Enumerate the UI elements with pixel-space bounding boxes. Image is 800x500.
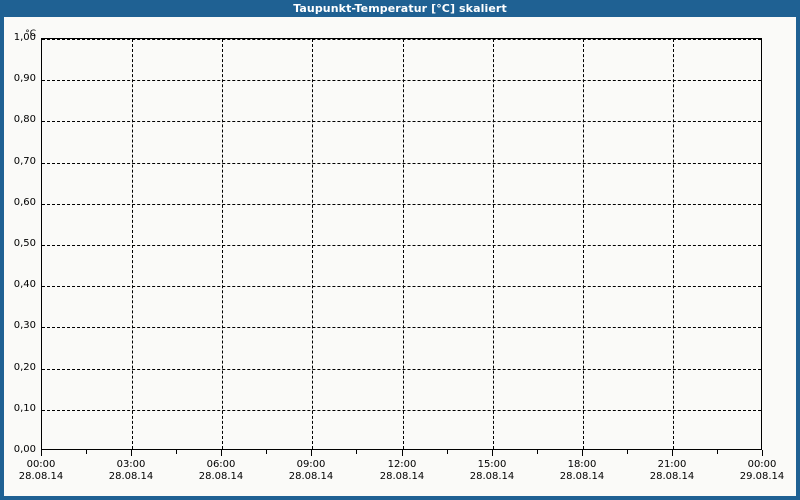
x-axis-tick-major xyxy=(672,450,673,456)
gridline-horizontal xyxy=(42,245,761,246)
y-axis-tick-label: 0,50 xyxy=(13,238,36,249)
gridline-vertical xyxy=(132,39,133,449)
chart-canvas: °C 1,00 0,90 0,80 0,70 0,60 0,50 0,40 0,30 0,20 0… xyxy=(4,17,796,496)
x-axis-tick-label: 03:00 28.08.14 xyxy=(91,459,171,483)
x-axis-tick-major xyxy=(131,450,132,456)
x-axis-tick-date: 28.08.14 xyxy=(469,471,515,482)
gridline-horizontal xyxy=(42,80,761,81)
x-axis-tick-time: 12:00 xyxy=(387,459,417,470)
x-axis-tick-major xyxy=(492,450,493,456)
x-axis-tick-date: 29.08.14 xyxy=(739,471,785,482)
page-title: Taupunkt-Temperatur [°C] skaliert xyxy=(0,0,800,17)
x-axis-tick-label: 09:00 28.08.14 xyxy=(271,459,351,483)
x-axis-tick-label: 12:00 28.08.14 xyxy=(362,459,442,483)
x-axis-tick-minor xyxy=(176,450,177,454)
x-axis-tick-date: 28.08.14 xyxy=(649,471,695,482)
x-axis-tick-date: 28.08.14 xyxy=(198,471,244,482)
x-axis-tick-minor xyxy=(86,450,87,454)
x-axis-tick-date: 28.08.14 xyxy=(379,471,425,482)
x-axis-tick-time: 06:00 xyxy=(206,459,236,470)
gridline-horizontal xyxy=(42,410,761,411)
x-axis-tick-date: 28.08.14 xyxy=(288,471,334,482)
gridline-horizontal xyxy=(42,286,761,287)
y-axis-tick-label: 0,90 xyxy=(13,73,36,84)
gridline-vertical xyxy=(493,39,494,449)
x-axis-tick-major xyxy=(221,450,222,456)
x-axis-tick-time: 00:00 xyxy=(26,459,56,470)
x-axis-tick-minor xyxy=(717,450,718,454)
y-axis-tick-label: 0,10 xyxy=(13,403,36,414)
gridline-vertical xyxy=(583,39,584,449)
x-axis-tick-minor xyxy=(537,450,538,454)
x-axis-tick-time: 03:00 xyxy=(116,459,146,470)
x-axis-tick-label: 00:00 28.08.14 xyxy=(1,459,81,483)
gridline-horizontal xyxy=(42,369,761,370)
plot-area xyxy=(41,38,762,450)
y-axis-unit-label: °C xyxy=(25,29,36,39)
y-axis-tick-label: 0,20 xyxy=(13,362,36,373)
gridline-vertical xyxy=(222,39,223,449)
x-axis-tick-major xyxy=(311,450,312,456)
gridline-vertical xyxy=(673,39,674,449)
y-axis-tick-label: 1,00 xyxy=(13,32,36,43)
gridline-vertical xyxy=(312,39,313,449)
x-axis-tick-minor xyxy=(266,450,267,454)
x-axis-tick-major xyxy=(582,450,583,456)
x-axis-tick-label: 18:00 28.08.14 xyxy=(542,459,622,483)
x-axis-tick-minor xyxy=(627,450,628,454)
x-axis-tick-time: 00:00 xyxy=(747,459,777,470)
x-axis-tick-label: 15:00 28.08.14 xyxy=(452,459,532,483)
gridline-vertical xyxy=(403,39,404,449)
x-axis-tick-major xyxy=(402,450,403,456)
x-axis-tick-date: 28.08.14 xyxy=(18,471,64,482)
gridline-horizontal xyxy=(42,39,761,40)
x-axis-tick-date: 28.08.14 xyxy=(108,471,154,482)
x-axis-tick-time: 15:00 xyxy=(477,459,507,470)
y-axis-tick-label: 0,70 xyxy=(13,156,36,167)
y-axis-tick-label: 0,40 xyxy=(13,279,36,290)
x-axis-tick-date: 28.08.14 xyxy=(559,471,605,482)
gridline-horizontal xyxy=(42,121,761,122)
gridline-horizontal xyxy=(42,163,761,164)
x-axis-tick-major xyxy=(41,450,42,456)
y-axis-tick-label: 0,60 xyxy=(13,197,36,208)
x-axis-tick-time: 09:00 xyxy=(296,459,326,470)
y-axis-tick-label: 0,00 xyxy=(13,444,36,455)
gridline-horizontal xyxy=(42,327,761,328)
y-axis-tick-label: 0,30 xyxy=(13,320,36,331)
x-axis-tick-label: 21:00 28.08.14 xyxy=(632,459,712,483)
x-axis-tick-label: 06:00 28.08.14 xyxy=(181,459,261,483)
x-axis-tick-minor xyxy=(356,450,357,454)
x-axis-tick-time: 21:00 xyxy=(657,459,687,470)
y-axis-tick-label: 0,80 xyxy=(13,114,36,125)
x-axis-tick-label: 00:00 29.08.14 xyxy=(722,459,800,483)
x-axis-tick-time: 18:00 xyxy=(567,459,597,470)
x-axis-tick-major xyxy=(762,450,763,456)
gridline-horizontal xyxy=(42,204,761,205)
x-axis-tick-minor xyxy=(447,450,448,454)
